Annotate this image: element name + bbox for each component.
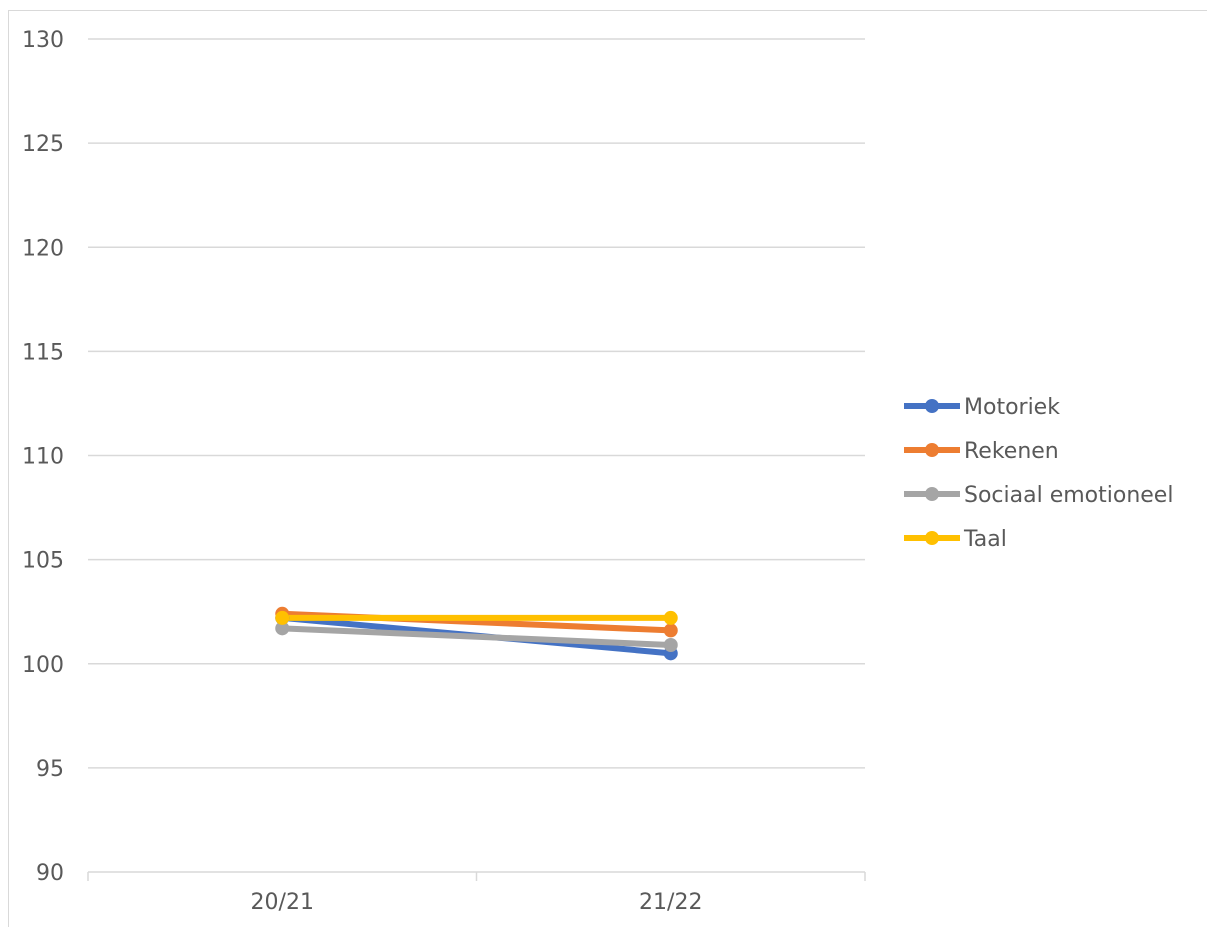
- series-lines: [281, 610, 672, 657]
- legend-swatch-marker: [925, 399, 939, 413]
- legend: Motoriek Rekenen Sociaal emotioneel Taal: [904, 395, 1173, 552]
- x-axis: [87, 871, 866, 881]
- legend-swatch-marker: [925, 487, 939, 501]
- y-tick-label: 90: [36, 861, 64, 886]
- y-tick-label: 120: [22, 236, 64, 261]
- legend-swatch-marker: [925, 443, 939, 457]
- x-tick-label: 21/22: [639, 890, 702, 915]
- gridlines: [88, 38, 865, 769]
- y-tick-label: 100: [22, 653, 64, 678]
- x-tick-label: 20/21: [251, 890, 314, 915]
- y-tick-label: 130: [22, 28, 64, 53]
- series-markers: [275, 606, 678, 661]
- legend-item-rekenen: Rekenen: [904, 439, 1059, 464]
- chart-border-top: [8, 10, 1207, 11]
- legend-label: Sociaal emotioneel: [964, 483, 1173, 508]
- y-axis-tick-labels: 90 95 100 105 110 115 120 125 130: [22, 28, 64, 886]
- series-line-sociaal-emotioneel: [282, 625, 671, 649]
- y-tick-label: 125: [22, 132, 64, 157]
- legend-swatch-marker: [925, 531, 939, 545]
- legend-item-sociaal-emotioneel: Sociaal emotioneel: [904, 483, 1173, 508]
- chart-border-left: [8, 10, 9, 927]
- y-tick-label: 110: [22, 445, 64, 470]
- x-axis-tick-labels: 20/21 21/22: [251, 890, 703, 915]
- legend-label: Motoriek: [964, 395, 1060, 420]
- legend-item-motoriek: Motoriek: [904, 395, 1060, 420]
- data-point-sociaal-emotioneel: [663, 638, 678, 653]
- y-tick-label: 105: [22, 549, 64, 574]
- y-tick-label: 95: [36, 757, 64, 782]
- y-tick-label: 115: [22, 340, 64, 365]
- data-point-taal: [275, 610, 290, 625]
- legend-item-taal: Taal: [904, 527, 1007, 552]
- data-point-taal: [663, 610, 678, 625]
- legend-label: Rekenen: [964, 439, 1059, 464]
- data-point-rekenen: [663, 623, 678, 638]
- data-point-sociaal-emotioneel: [275, 621, 290, 636]
- legend-label: Taal: [963, 527, 1007, 552]
